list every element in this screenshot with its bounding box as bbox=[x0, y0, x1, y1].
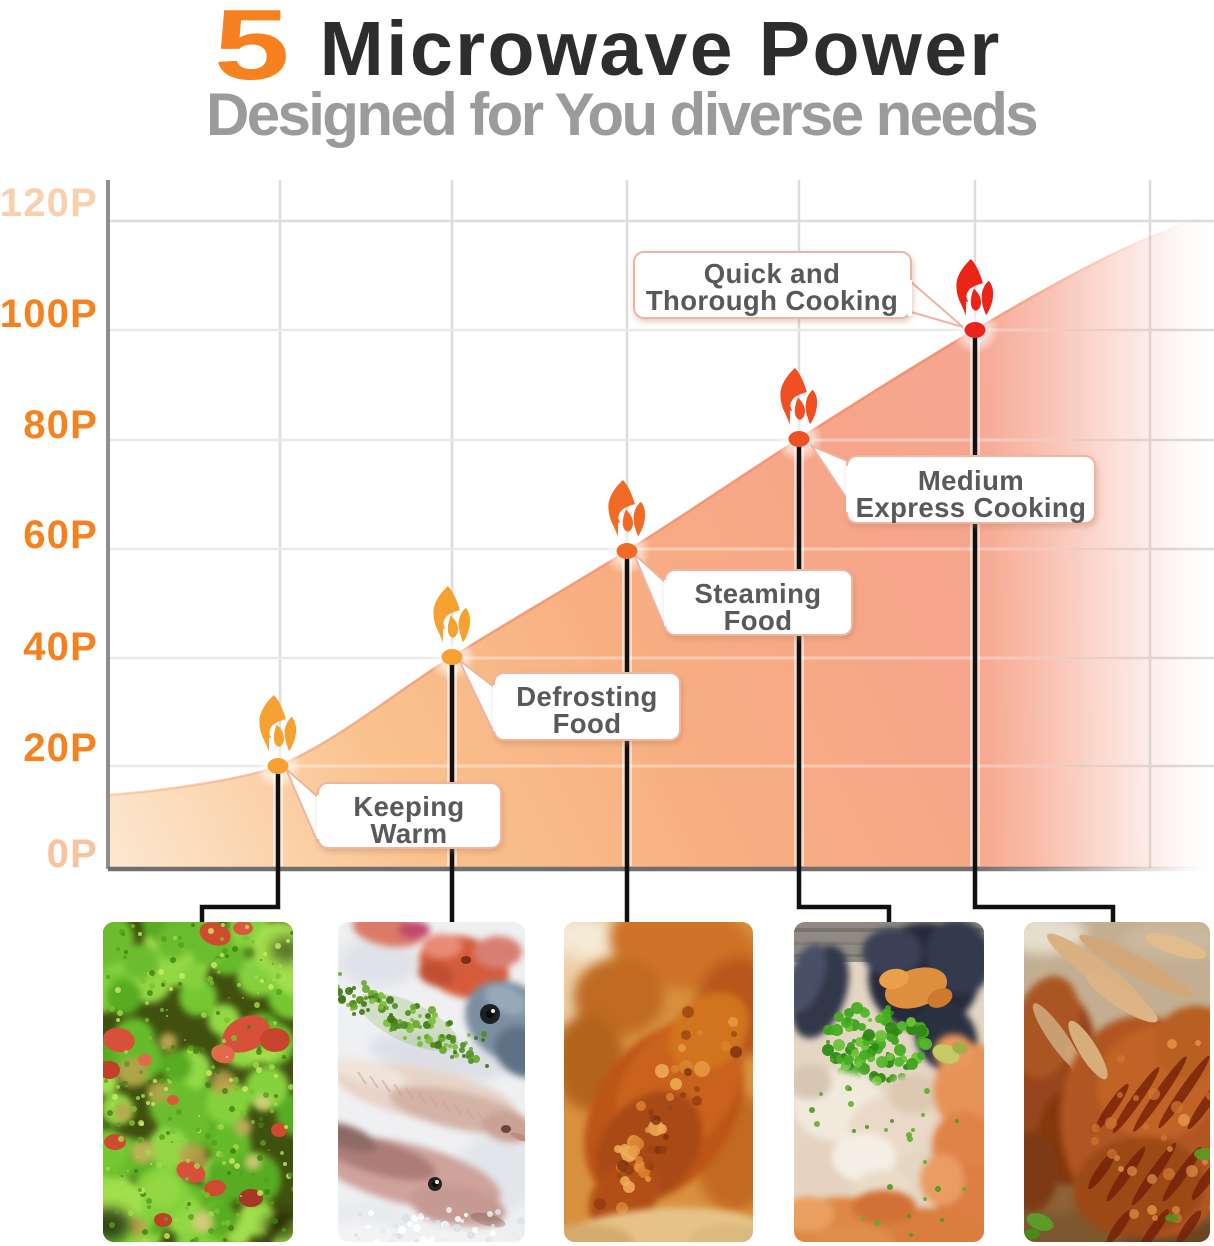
svg-text:Thorough Cooking: Thorough Cooking bbox=[646, 285, 898, 316]
svg-text:60P: 60P bbox=[23, 513, 98, 557]
svg-text:0P: 0P bbox=[47, 832, 98, 876]
svg-text:Steaming: Steaming bbox=[695, 578, 822, 609]
svg-text:Quick and: Quick and bbox=[704, 258, 841, 289]
svg-text:80P: 80P bbox=[23, 403, 98, 447]
svg-text:Food: Food bbox=[724, 605, 793, 636]
svg-text:Warm: Warm bbox=[371, 818, 448, 849]
svg-text:Medium: Medium bbox=[918, 465, 1024, 496]
svg-text:Express Cooking: Express Cooking bbox=[856, 492, 1087, 523]
svg-text:100P: 100P bbox=[0, 292, 98, 336]
svg-text:20P: 20P bbox=[23, 726, 98, 770]
svg-text:120P: 120P bbox=[0, 181, 98, 225]
svg-text:Food: Food bbox=[553, 708, 622, 739]
svg-text:Keeping: Keeping bbox=[353, 791, 464, 822]
svg-text:40P: 40P bbox=[23, 625, 98, 669]
svg-text:Defrosting: Defrosting bbox=[516, 681, 658, 712]
